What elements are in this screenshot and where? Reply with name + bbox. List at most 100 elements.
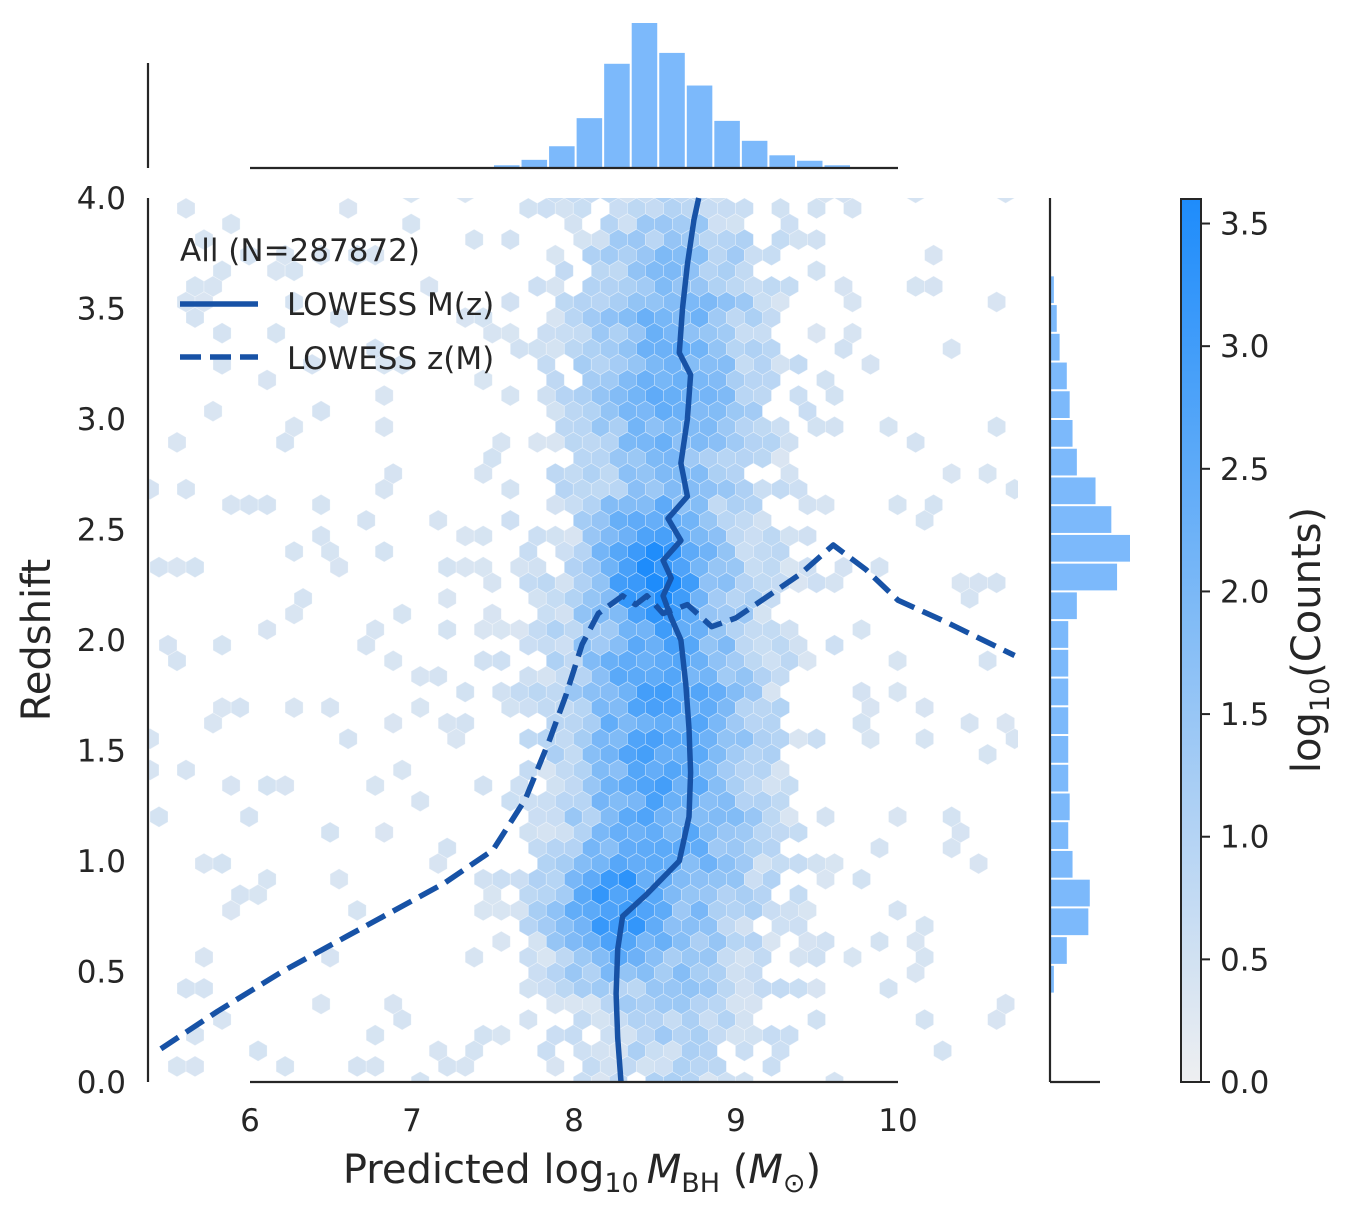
y-tick-label: 0.0 bbox=[77, 1065, 126, 1101]
hexbin-cell bbox=[789, 727, 808, 750]
hexbin-cell bbox=[428, 1039, 448, 1062]
hexbin-cell bbox=[491, 930, 511, 953]
hexbin-cell bbox=[978, 462, 997, 485]
x-tick-label: 9 bbox=[726, 1103, 746, 1139]
hexbin-cell bbox=[176, 198, 196, 220]
hexbin-cell bbox=[194, 946, 214, 969]
hexbin-cell bbox=[257, 493, 277, 516]
y-tick-label: 2.5 bbox=[77, 513, 126, 549]
hexbin-density bbox=[148, 198, 1018, 1082]
hexbin-cell bbox=[672, 198, 691, 204]
hexbin-cell bbox=[284, 291, 304, 313]
hexbin-cell bbox=[374, 540, 394, 563]
hexbin-cell bbox=[915, 915, 934, 937]
hexbin-cell bbox=[906, 431, 925, 454]
right-hist-bar bbox=[1051, 506, 1112, 533]
y-axis-label: Redshift bbox=[14, 559, 60, 721]
hexbin-cell bbox=[807, 228, 826, 251]
top-hist-bar bbox=[714, 120, 740, 168]
hexbin-cell bbox=[807, 977, 826, 1000]
hexbin-cell bbox=[194, 977, 214, 1000]
colorbar-tick-label: 3.0 bbox=[1220, 329, 1269, 365]
right-hist-bar bbox=[1051, 592, 1077, 620]
right-hist-bar bbox=[1051, 448, 1077, 476]
hexbin-cell bbox=[780, 275, 799, 298]
hexbin-cell bbox=[527, 431, 547, 454]
hexbin-cell bbox=[780, 1024, 799, 1047]
y-tick-label: 2.0 bbox=[77, 623, 126, 659]
hexbin-cell bbox=[148, 478, 160, 501]
hexbin-cell bbox=[473, 649, 493, 672]
hexbin-cell bbox=[428, 665, 448, 688]
hexbin-cell bbox=[789, 852, 808, 875]
hexbin-cell bbox=[158, 634, 178, 657]
colorbar-tick-label: 0.5 bbox=[1220, 942, 1269, 978]
hexbin-cell bbox=[879, 415, 898, 438]
hexbin-cell bbox=[617, 198, 637, 204]
hexbin-cell bbox=[302, 353, 322, 376]
hexbin-cell bbox=[870, 930, 889, 953]
hexbin-cell bbox=[275, 244, 295, 267]
colorbar-tick-label: 3.5 bbox=[1220, 207, 1269, 243]
right-hist-bar bbox=[1051, 908, 1089, 936]
hexbin-cell bbox=[996, 198, 1015, 204]
hexbin-cell bbox=[167, 1055, 187, 1078]
hexbin-cell bbox=[735, 198, 754, 220]
hexbin-cell bbox=[888, 899, 907, 922]
hexbin-cell bbox=[861, 353, 880, 376]
hexbin-cell bbox=[879, 977, 898, 1000]
top-hist-bar bbox=[521, 159, 548, 168]
hexbin-cell bbox=[212, 852, 232, 875]
hexbin-cell bbox=[311, 400, 331, 423]
lowess-lines bbox=[159, 197, 1016, 1083]
colorbar-tick-label: 2.5 bbox=[1220, 452, 1269, 488]
right-hist-bar bbox=[1051, 534, 1130, 562]
hexbin-cell bbox=[410, 790, 430, 813]
hexbin-cell bbox=[284, 415, 304, 438]
hexbin-cell bbox=[960, 712, 979, 735]
hexbin-cell bbox=[167, 431, 187, 454]
colorbar bbox=[1180, 198, 1202, 1083]
hexbin-cell bbox=[491, 649, 511, 672]
x-tick-label: 10 bbox=[878, 1103, 917, 1139]
hexbin-cell bbox=[942, 337, 961, 360]
main-y-ticks: 0.0 0.5 1.0 1.5 2.0 2.5 3.0 3.5 4.0 bbox=[77, 181, 126, 1101]
hexbin-cell bbox=[473, 306, 493, 329]
hexbin-cell bbox=[816, 930, 835, 953]
right-hist-bar bbox=[1051, 965, 1054, 993]
hexbin-cell bbox=[230, 696, 250, 719]
top-hist-bar bbox=[824, 165, 851, 168]
hexbin-cell bbox=[194, 228, 214, 251]
hexbin-cell bbox=[816, 805, 835, 828]
right-hist-bar bbox=[1051, 937, 1067, 964]
hexbin-cell bbox=[437, 837, 457, 859]
hexbin-cell bbox=[816, 493, 835, 516]
hexbin-cell bbox=[581, 198, 601, 204]
hexbin-cell bbox=[455, 525, 475, 547]
legend-entry-label: LOWESS z(M) bbox=[287, 341, 494, 377]
hexbin-cell bbox=[825, 634, 844, 657]
hexbin-cell bbox=[365, 618, 385, 641]
hexbin-cell bbox=[771, 977, 790, 1000]
hexbin-cell bbox=[996, 712, 1015, 735]
legend-title: All (N=287872) bbox=[180, 233, 420, 269]
hexbin-cell bbox=[311, 493, 331, 516]
colorbar-tick-label: 2.0 bbox=[1220, 574, 1269, 610]
hexbin-cell bbox=[455, 198, 475, 204]
x-axis-label: Predicted log10 MBH (M⊙) bbox=[343, 1147, 821, 1199]
hexbin-cell bbox=[455, 556, 475, 579]
hexbin-cell bbox=[365, 1055, 385, 1078]
x-tick-label: 8 bbox=[564, 1103, 584, 1139]
y-tick-label: 3.5 bbox=[77, 292, 126, 328]
right-hist-bar bbox=[1051, 621, 1069, 648]
hexbin-cell bbox=[239, 244, 259, 267]
hexbin-cell bbox=[275, 774, 295, 797]
hexbin-cell bbox=[996, 993, 1015, 1015]
right-hist-bar bbox=[1051, 362, 1067, 390]
hexbin-cell bbox=[870, 837, 889, 859]
top-hist-bar bbox=[576, 118, 603, 168]
right-hist-bar bbox=[1051, 276, 1054, 304]
colorbar-tick-label: 1.5 bbox=[1220, 697, 1269, 733]
right-hist-bar bbox=[1051, 678, 1069, 706]
hexbin-cell bbox=[257, 369, 277, 391]
